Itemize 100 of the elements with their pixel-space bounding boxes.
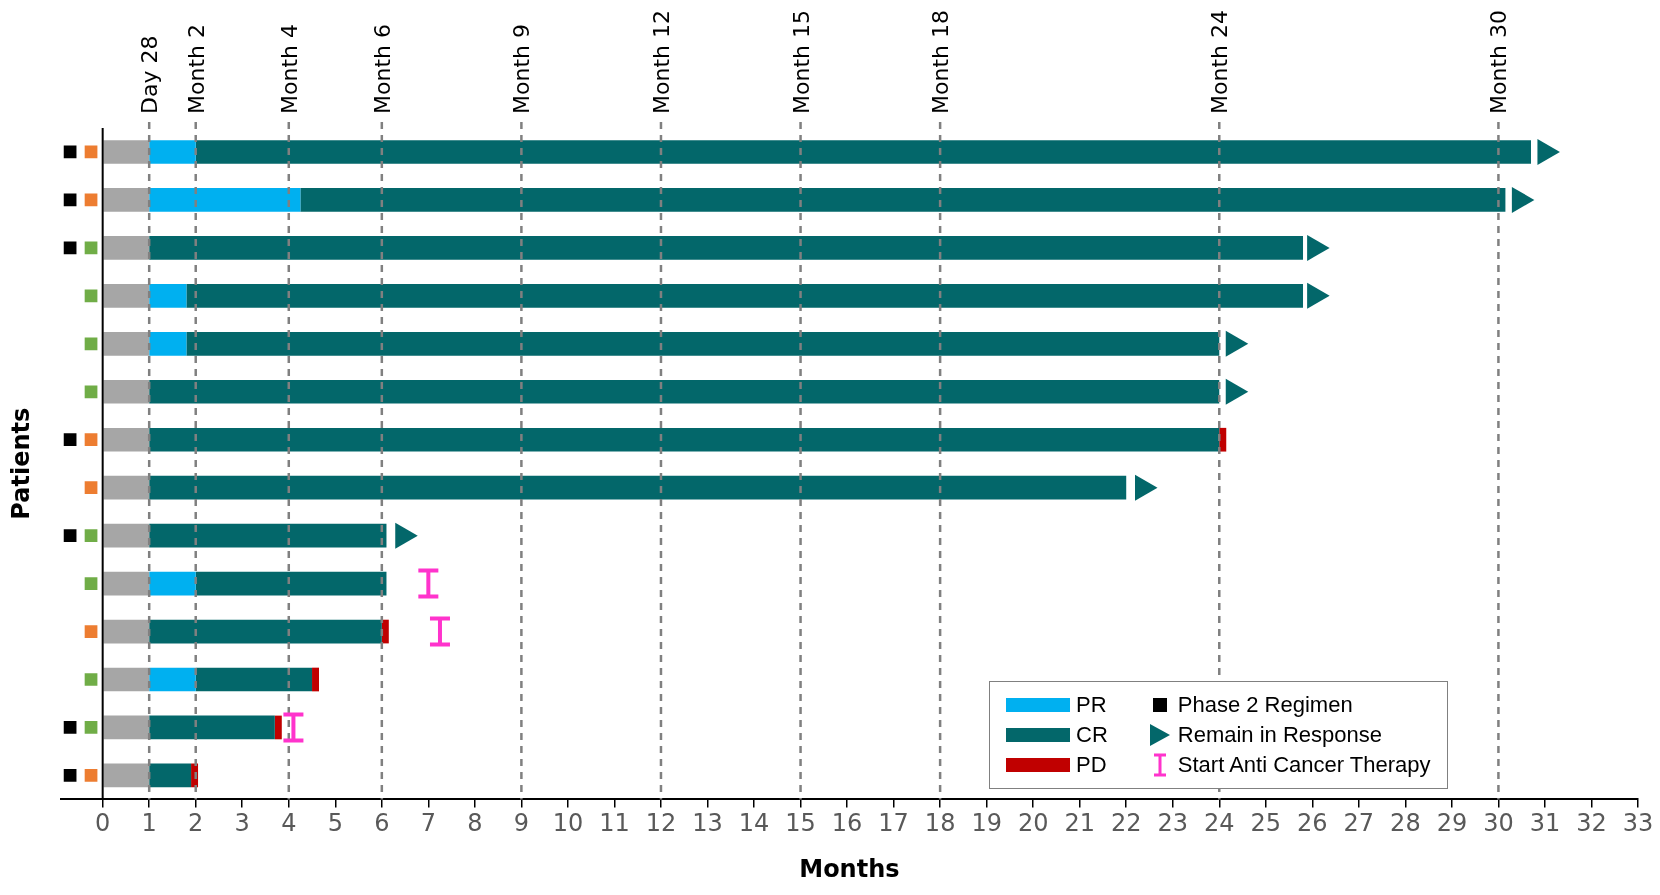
legend-label: Remain in Response (1177, 722, 1383, 749)
bar (149, 667, 196, 692)
x-tick-label: 0 (95, 809, 111, 838)
bar (186, 284, 1304, 308)
point (63, 529, 77, 542)
x-tick-label: 18 (924, 809, 956, 838)
bar (274, 715, 282, 740)
bar (195, 140, 1531, 164)
bar (149, 331, 187, 356)
bar (149, 475, 1127, 500)
x-tick-label: 10 (552, 809, 584, 838)
x-tick-label: 28 (1390, 809, 1421, 838)
x-tick-label: 33 (1622, 809, 1654, 838)
bar (149, 763, 192, 788)
x-axis-title: Months (799, 854, 900, 883)
bar (103, 523, 150, 548)
point (84, 481, 98, 495)
x-tick-label: 13 (692, 809, 723, 838)
bar (103, 427, 150, 452)
bar (149, 571, 196, 596)
legend-label: PR (1076, 692, 1107, 719)
point (84, 433, 98, 447)
bar (103, 379, 150, 404)
x-tick-label: 6 (374, 809, 390, 838)
point (84, 529, 98, 542)
bar (300, 188, 1506, 212)
point (63, 433, 77, 447)
x-tick-label: 24 (1204, 809, 1235, 838)
x-tick-label: 30 (1483, 809, 1514, 838)
bar (186, 331, 1220, 356)
ref-line-label: Month 2 (183, 24, 209, 114)
bar (103, 475, 150, 500)
bar (103, 571, 150, 596)
x-tick-label: 16 (831, 809, 863, 838)
bar (149, 284, 187, 308)
bar (103, 715, 150, 740)
x-tick-label: 23 (1157, 809, 1189, 838)
legend-label: Phase 2 Regimen (1177, 692, 1353, 719)
x-tick-label: 21 (1064, 809, 1095, 838)
point (1537, 138, 1560, 165)
x-tick-label: 12 (645, 809, 677, 838)
bar (149, 379, 1220, 404)
ref-line-label: Month 12 (648, 10, 674, 114)
point (1225, 378, 1249, 405)
x-tick-label: 19 (971, 809, 1002, 838)
ref-line-label: Day 28 (137, 35, 163, 114)
point (84, 289, 98, 303)
point (84, 673, 98, 686)
bar (381, 619, 389, 644)
x-tick-label: 2 (188, 809, 204, 838)
ref-line-label: Month 18 (928, 10, 954, 114)
bar (103, 188, 150, 212)
point (1135, 474, 1158, 501)
point (84, 721, 98, 734)
ref-line-label: Month 6 (369, 24, 395, 114)
bar (195, 667, 313, 692)
bar (195, 571, 387, 596)
x-tick-label: 3 (234, 809, 250, 838)
x-tick-label: 8 (467, 809, 483, 838)
x-tick-label: 1 (141, 809, 157, 838)
bar (103, 284, 150, 308)
ref-line-label: Month 9 (509, 24, 535, 114)
x-tick-label: 20 (1017, 809, 1049, 838)
ref-line-label: Month 30 (1486, 10, 1512, 114)
ref-line-label: Month 4 (276, 24, 302, 114)
x-tick-label: 17 (878, 809, 909, 838)
legend-label: CR (1076, 722, 1108, 749)
point (1307, 282, 1330, 309)
bar (103, 619, 150, 644)
point (84, 577, 98, 590)
bar (103, 667, 150, 692)
bar (103, 236, 150, 260)
x-tick-label: 26 (1297, 809, 1328, 838)
x-tick-label: 22 (1110, 809, 1142, 838)
ref-line-label: Month 24 (1207, 10, 1233, 114)
bar (149, 715, 275, 740)
x-tick-label: 25 (1250, 809, 1282, 838)
bar (103, 331, 150, 356)
point (84, 385, 98, 399)
x-tick-label: 29 (1436, 809, 1468, 838)
bar (103, 140, 150, 164)
point (84, 337, 98, 351)
x-tick-label: 31 (1529, 809, 1561, 838)
x-tick-label: 14 (738, 809, 770, 838)
ref-line-label: Month 15 (788, 10, 814, 114)
bar (149, 619, 382, 644)
point (1307, 234, 1330, 261)
bar (149, 523, 387, 548)
point (84, 769, 98, 782)
x-tick-label: 15 (785, 809, 816, 838)
legend-label: Start Anti Cancer Therapy (1177, 752, 1431, 779)
x-tick-label: 27 (1343, 809, 1375, 838)
point (63, 769, 77, 782)
bar (149, 140, 196, 164)
x-tick-label: 4 (281, 809, 297, 838)
point (1511, 186, 1535, 213)
bar (149, 236, 1304, 260)
x-tick-label: 5 (327, 809, 343, 838)
point (63, 721, 77, 734)
bar (312, 667, 320, 692)
